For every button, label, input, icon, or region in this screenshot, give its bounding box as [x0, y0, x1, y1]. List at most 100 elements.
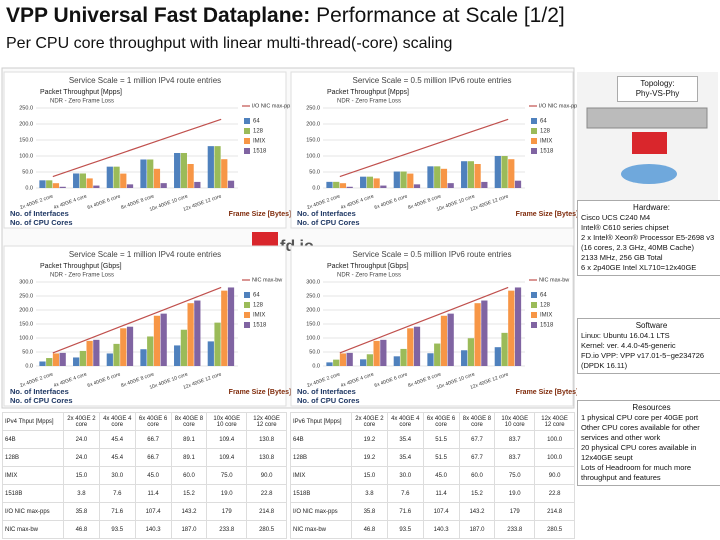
y-tick-label: 50.0 [22, 169, 33, 175]
bar [59, 352, 66, 366]
panel-line: 6 x 2p40GE Intel XL710=12x40GE [581, 263, 697, 272]
table-cell: 179 [206, 502, 248, 521]
table-cell: 35.4 [386, 430, 424, 449]
bar [508, 159, 515, 188]
slide-subtitle: Per CPU core throughput with linear mult… [6, 35, 453, 52]
chart-panel [3, 245, 287, 407]
table-cell: 22.8 [246, 484, 287, 503]
bar [207, 146, 214, 188]
bar [467, 161, 474, 188]
panel-heading: Software [635, 321, 668, 330]
bar [79, 350, 86, 366]
legend-label: 64 [540, 119, 547, 125]
table-cell: 19.2 [351, 448, 388, 467]
table-cell: 1518B [2, 484, 64, 503]
bar [93, 339, 100, 366]
table-header: 12x 40GE 12 core [246, 412, 287, 431]
y-tick-label: 150.0 [19, 321, 33, 327]
bar [447, 183, 454, 188]
table-cell: 214.8 [534, 502, 575, 521]
table-cell: 45.4 [98, 430, 136, 449]
bar [393, 171, 400, 188]
y-tick-label: 0.0 [25, 363, 33, 369]
table-row: 1518B 3.8 7.6 11.4 15.2 19.0 22.8 [2, 484, 287, 503]
table-cell: 35.4 [386, 448, 424, 467]
bar [427, 166, 434, 188]
y-tick-label: 0.0 [312, 363, 320, 369]
traffic-generator [621, 164, 677, 184]
bar [59, 186, 66, 188]
panel-line: FD.io VPP: VPP v17.01-5~ge234726 (DPDK 1… [581, 351, 705, 370]
y-axis-label: Packet Throughput [Mpps] [327, 89, 409, 96]
y-axis-label: Packet Throughput [Mpps] [40, 89, 122, 96]
table-cell: 71.6 [386, 502, 424, 521]
x-axis-label: No. of CPU Cores [297, 218, 360, 227]
table-cell: 46.8 [63, 520, 100, 539]
table-cell: 187.0 [458, 520, 496, 539]
server [586, 107, 708, 129]
z-axis-label: Frame Size [Bytes] [229, 211, 292, 218]
table-header: 2x 40GE 2 core [351, 412, 388, 431]
bar [221, 290, 228, 366]
panel-heading: Resources [632, 403, 671, 412]
table-cell: 3.8 [63, 484, 100, 503]
bar [147, 159, 154, 188]
bar [147, 336, 154, 366]
table-row: NIC max-bw 46.8 93.5 140.3 187.0 233.8 280.5 [2, 520, 287, 539]
table-cell: IMIX [2, 466, 64, 485]
bar [86, 178, 93, 188]
legend-swatch [244, 322, 250, 328]
chart-note: NDR - Zero Frame Loss [50, 273, 114, 279]
bar [120, 328, 127, 366]
table-cell: 90.0 [246, 466, 287, 485]
bar [140, 159, 147, 188]
table-cell: 75.0 [494, 466, 536, 485]
legend-swatch [531, 292, 537, 298]
table-cell: 19.0 [206, 484, 248, 503]
table-row: 64B 24.0 45.4 66.7 89.1 109.4 130.8 [2, 430, 287, 449]
legend-swatch [244, 128, 250, 134]
table-cell: 93.5 [98, 520, 136, 539]
y-tick-label: 300.0 [306, 279, 320, 285]
bar [474, 303, 481, 366]
x-axis-label: No. of Interfaces [10, 209, 69, 218]
table-cell: 15.0 [351, 466, 388, 485]
bar [393, 356, 400, 366]
bar [46, 180, 53, 188]
chart-panel [3, 71, 287, 229]
legend-label: IMIX [253, 139, 265, 145]
bar [360, 359, 367, 366]
bar [501, 156, 508, 188]
bar [333, 359, 340, 366]
table-cell: 128B [290, 448, 352, 467]
bar [46, 358, 53, 366]
bar [400, 348, 407, 366]
bar [427, 353, 434, 366]
table-cell: NIC max-bw [2, 520, 64, 539]
y-tick-label: 150.0 [306, 321, 320, 327]
bar [440, 315, 448, 366]
table-header: 8x 40GE 8 core [170, 412, 208, 431]
table-row: 64B 19.2 35.4 51.5 67.7 83.7 100.0 [290, 430, 575, 449]
panel-line: 20 physical CPU cores available in 12x40… [581, 443, 697, 462]
table-cell: 24.0 [63, 448, 100, 467]
table-row: NIC max-bw 46.8 93.5 140.3 187.0 233.8 280.5 [290, 520, 575, 539]
x-axis-label: No. of CPU Cores [10, 218, 73, 227]
y-tick-label: 100.0 [306, 153, 320, 159]
table-cell: 143.2 [458, 502, 496, 521]
table-cell: 19.0 [494, 484, 536, 503]
panel-line: Kernel: ver. 4.4.0-45-generic [581, 341, 676, 350]
y-tick-label: 50.0 [309, 169, 320, 175]
hardware-panel: Hardware: Cisco UCS C240 M4 Intel® C610 se… [577, 200, 720, 276]
bar [106, 353, 113, 366]
table-header: 10x 40GE 10 core [206, 412, 248, 431]
table-cell: 1518B [290, 484, 352, 503]
table-cell: 35.8 [351, 502, 388, 521]
table-row: IPv4 Thput [Mpps] 2x 40GE 2 core 4x 40GE 4… [2, 412, 287, 431]
bar [106, 166, 113, 188]
chart-note: NDR - Zero Frame Loss [50, 99, 114, 105]
legend-label: 64 [253, 293, 260, 299]
y-tick-label: 100.0 [19, 335, 33, 341]
bar [413, 184, 421, 188]
table-cell: 45.0 [134, 466, 172, 485]
